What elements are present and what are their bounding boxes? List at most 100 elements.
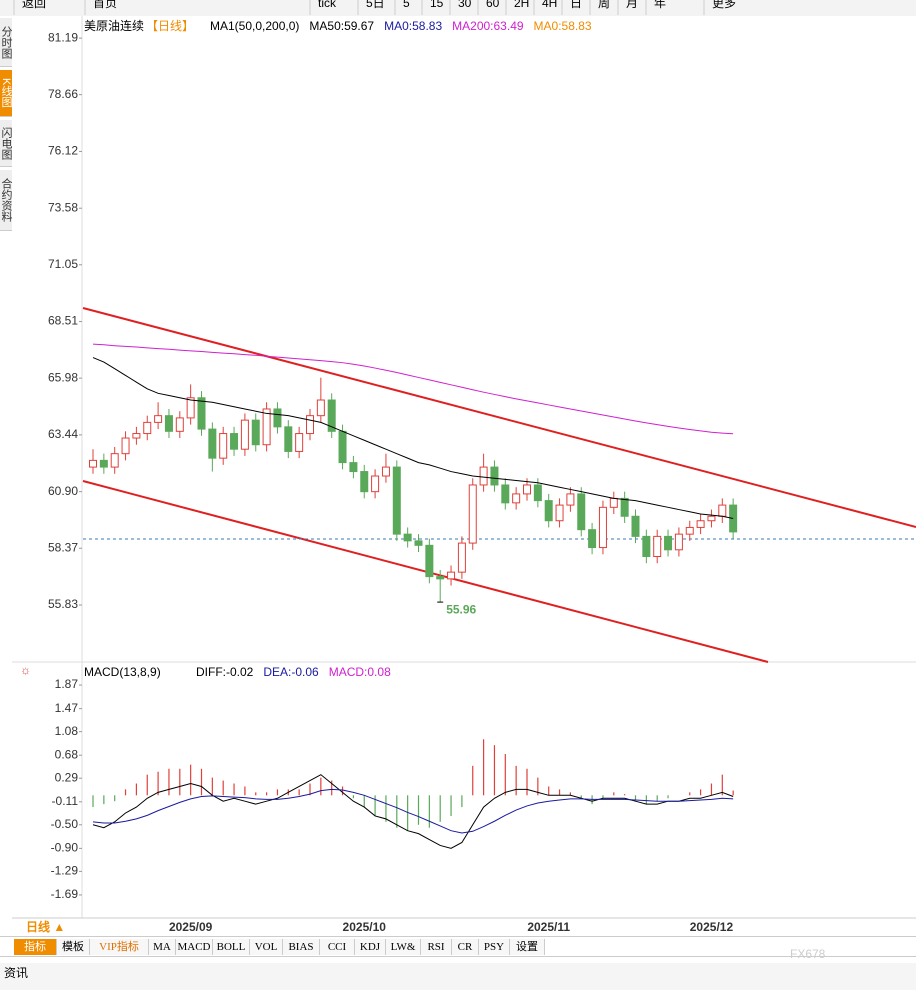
- settings-icon[interactable]: ☼: [20, 663, 31, 677]
- y-tick-label: 68.51: [48, 314, 78, 328]
- candle-body: [490, 466, 499, 486]
- candle-body: [533, 484, 542, 502]
- indicator-tab[interactable]: VIP指标: [90, 939, 149, 955]
- indicator-line: [92, 357, 734, 519]
- toolbar-button[interactable]: 首页: [93, 0, 117, 10]
- news-label[interactable]: 资讯: [4, 966, 28, 980]
- candle-body: [240, 419, 249, 450]
- macd-title: MACD(13,8,9): [84, 665, 161, 679]
- indicator-tab[interactable]: MA: [149, 939, 176, 955]
- candle-body: [718, 504, 727, 517]
- candle-body: [631, 515, 640, 537]
- x-tick-label: 2025/12: [690, 920, 734, 934]
- y-tick-label: -1.29: [51, 864, 79, 878]
- y-tick-label: 0.29: [55, 770, 79, 784]
- candle-body: [349, 462, 358, 473]
- toolbar-button[interactable]: tick: [318, 0, 337, 10]
- sidebar-tab[interactable]: 闪电图: [0, 120, 12, 167]
- toolbar-button[interactable]: 2H: [514, 0, 529, 10]
- toolbar-button[interactable]: 5日: [366, 0, 385, 10]
- indicator-tab[interactable]: 设置: [510, 939, 545, 955]
- indicator-tab[interactable]: PSY: [479, 939, 510, 955]
- candle-body: [284, 426, 293, 452]
- candle-body: [468, 484, 477, 544]
- candle-body: [577, 493, 586, 531]
- candle-body: [208, 428, 217, 459]
- y-tick-label: 63.44: [48, 427, 78, 441]
- y-tick-label: 58.37: [48, 540, 78, 554]
- indicator-tab[interactable]: 指标: [14, 939, 57, 955]
- indicator-line: [92, 343, 734, 435]
- candle-body: [664, 535, 673, 551]
- indicator-tab[interactable]: BIAS: [283, 939, 320, 955]
- candle-body: [425, 544, 434, 578]
- toolbar-button[interactable]: 周: [598, 0, 610, 10]
- candle-body: [598, 506, 607, 549]
- x-tick-label: 2025/10: [343, 920, 387, 934]
- candle-body: [523, 484, 531, 495]
- sidebar-tab[interactable]: K线图: [0, 70, 12, 117]
- toolbar-button[interactable]: 30: [458, 0, 472, 10]
- y-tick-label: 76.12: [48, 144, 78, 158]
- toolbar-button[interactable]: 年: [654, 0, 666, 10]
- period-label[interactable]: 日线 ▲: [26, 919, 65, 934]
- candle-body: [392, 466, 401, 535]
- indicator-tab[interactable]: RSI: [421, 939, 452, 955]
- y-tick-label: 73.58: [48, 200, 78, 214]
- legend-entry: DIFF:-0.02: [196, 665, 254, 679]
- sidebar-tab[interactable]: 分时图: [0, 18, 12, 67]
- sep: [0, 936, 916, 937]
- toolbar-button[interactable]: 4H: [542, 0, 557, 10]
- toolbar-button[interactable]: 月: [626, 0, 638, 10]
- candle-body: [110, 453, 119, 468]
- candle-body: [251, 419, 260, 446]
- indicator-tab[interactable]: CR: [452, 939, 479, 955]
- legend-entry: DEA:-0.06: [263, 665, 319, 679]
- indicator-line: [92, 774, 734, 849]
- y-tick-label: 71.05: [48, 257, 78, 271]
- candle-body: [403, 533, 412, 542]
- candle-body: [338, 430, 347, 464]
- indicator-tab[interactable]: BOLL: [213, 939, 250, 955]
- candle-body: [620, 497, 629, 517]
- sidebar-tab[interactable]: 合约资料: [0, 170, 12, 231]
- candle-body: [164, 415, 173, 432]
- y-tick-label: 78.66: [48, 87, 78, 101]
- y-tick-label: 65.98: [48, 370, 78, 384]
- indicator-tab[interactable]: VOL: [250, 939, 283, 955]
- chart-bg: [12, 16, 916, 918]
- candle-body: [175, 417, 184, 432]
- y-tick-label: 55.83: [48, 597, 78, 611]
- period: 【日线】: [146, 19, 194, 33]
- candle-body: [295, 433, 304, 452]
- toolbar-button[interactable]: 日: [570, 0, 582, 10]
- candle-body: [685, 526, 694, 535]
- candle-body: [414, 540, 423, 546]
- y-tick-label: 0.68: [55, 747, 79, 761]
- indicator-tab[interactable]: MACD: [176, 939, 213, 955]
- sep: [0, 956, 916, 957]
- candle-body: [501, 484, 510, 504]
- indicator-tab[interactable]: KDJ: [355, 939, 386, 955]
- indicator-tab[interactable]: CCI: [320, 939, 355, 955]
- toolbar-button[interactable]: 60: [486, 0, 500, 10]
- toolbar-button[interactable]: 5: [403, 0, 410, 10]
- candle-body: [154, 415, 163, 423]
- toolbar-button[interactable]: 15: [430, 0, 444, 10]
- y-tick-label: -0.90: [51, 841, 79, 855]
- candle-body: [371, 475, 380, 493]
- news-bar: [0, 963, 916, 990]
- toolbar: [0, 0, 916, 16]
- candle-body: [262, 408, 271, 446]
- toolbar-button[interactable]: 更多: [712, 0, 736, 10]
- indicator-tab[interactable]: 模板: [57, 939, 90, 955]
- candle-body: [99, 459, 108, 468]
- candle-body: [588, 529, 597, 549]
- toolbar-button[interactable]: 返回: [22, 0, 46, 10]
- y-tick-label: 1.08: [55, 724, 79, 738]
- candle-body: [555, 504, 564, 522]
- candle-body: [447, 571, 456, 580]
- channel-upper: [82, 307, 916, 528]
- candle-body: [436, 576, 445, 580]
- indicator-tab[interactable]: LW&: [386, 939, 421, 955]
